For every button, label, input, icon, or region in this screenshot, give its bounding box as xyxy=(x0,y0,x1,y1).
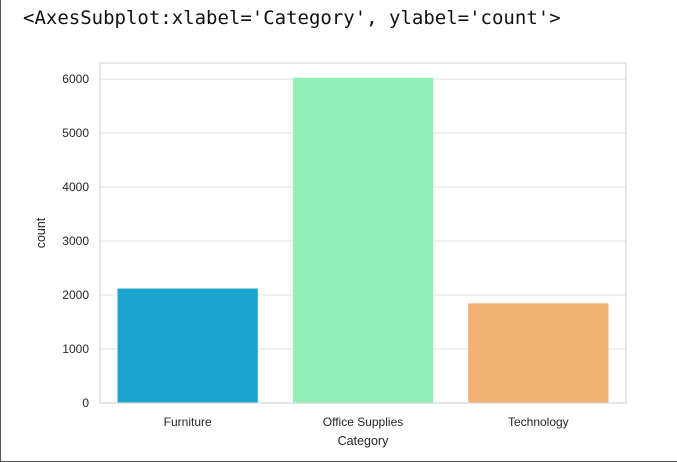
axes-repr-text: <AxesSubplot:xlabel='Category', ylabel='… xyxy=(23,7,561,29)
bar-office-supplies xyxy=(292,77,434,404)
y-tick-label: 4000 xyxy=(62,180,89,194)
x-tick-label: Furniture xyxy=(164,415,212,429)
y-tick-label: 6000 xyxy=(62,72,89,86)
y-tick-label: 3000 xyxy=(62,234,89,248)
plot-frame xyxy=(99,62,627,404)
bar-technology xyxy=(468,303,609,403)
y-tick-label: 1000 xyxy=(62,342,89,356)
y-tick-label: 5000 xyxy=(62,126,89,140)
y-tick-label: 0 xyxy=(82,396,89,410)
x-tick-labels: Furniture Office Supplies Technology xyxy=(164,415,569,429)
x-axis-label: Category xyxy=(338,434,389,448)
y-axis-label: count xyxy=(34,217,48,248)
y-tick-label: 2000 xyxy=(62,288,89,302)
x-tick-label: Technology xyxy=(508,415,569,429)
y-tick-labels: 0 1000 2000 3000 4000 5000 6000 xyxy=(62,72,89,410)
bars xyxy=(117,77,609,404)
bar-furniture xyxy=(117,288,258,403)
x-tick-label: Office Supplies xyxy=(323,415,404,429)
